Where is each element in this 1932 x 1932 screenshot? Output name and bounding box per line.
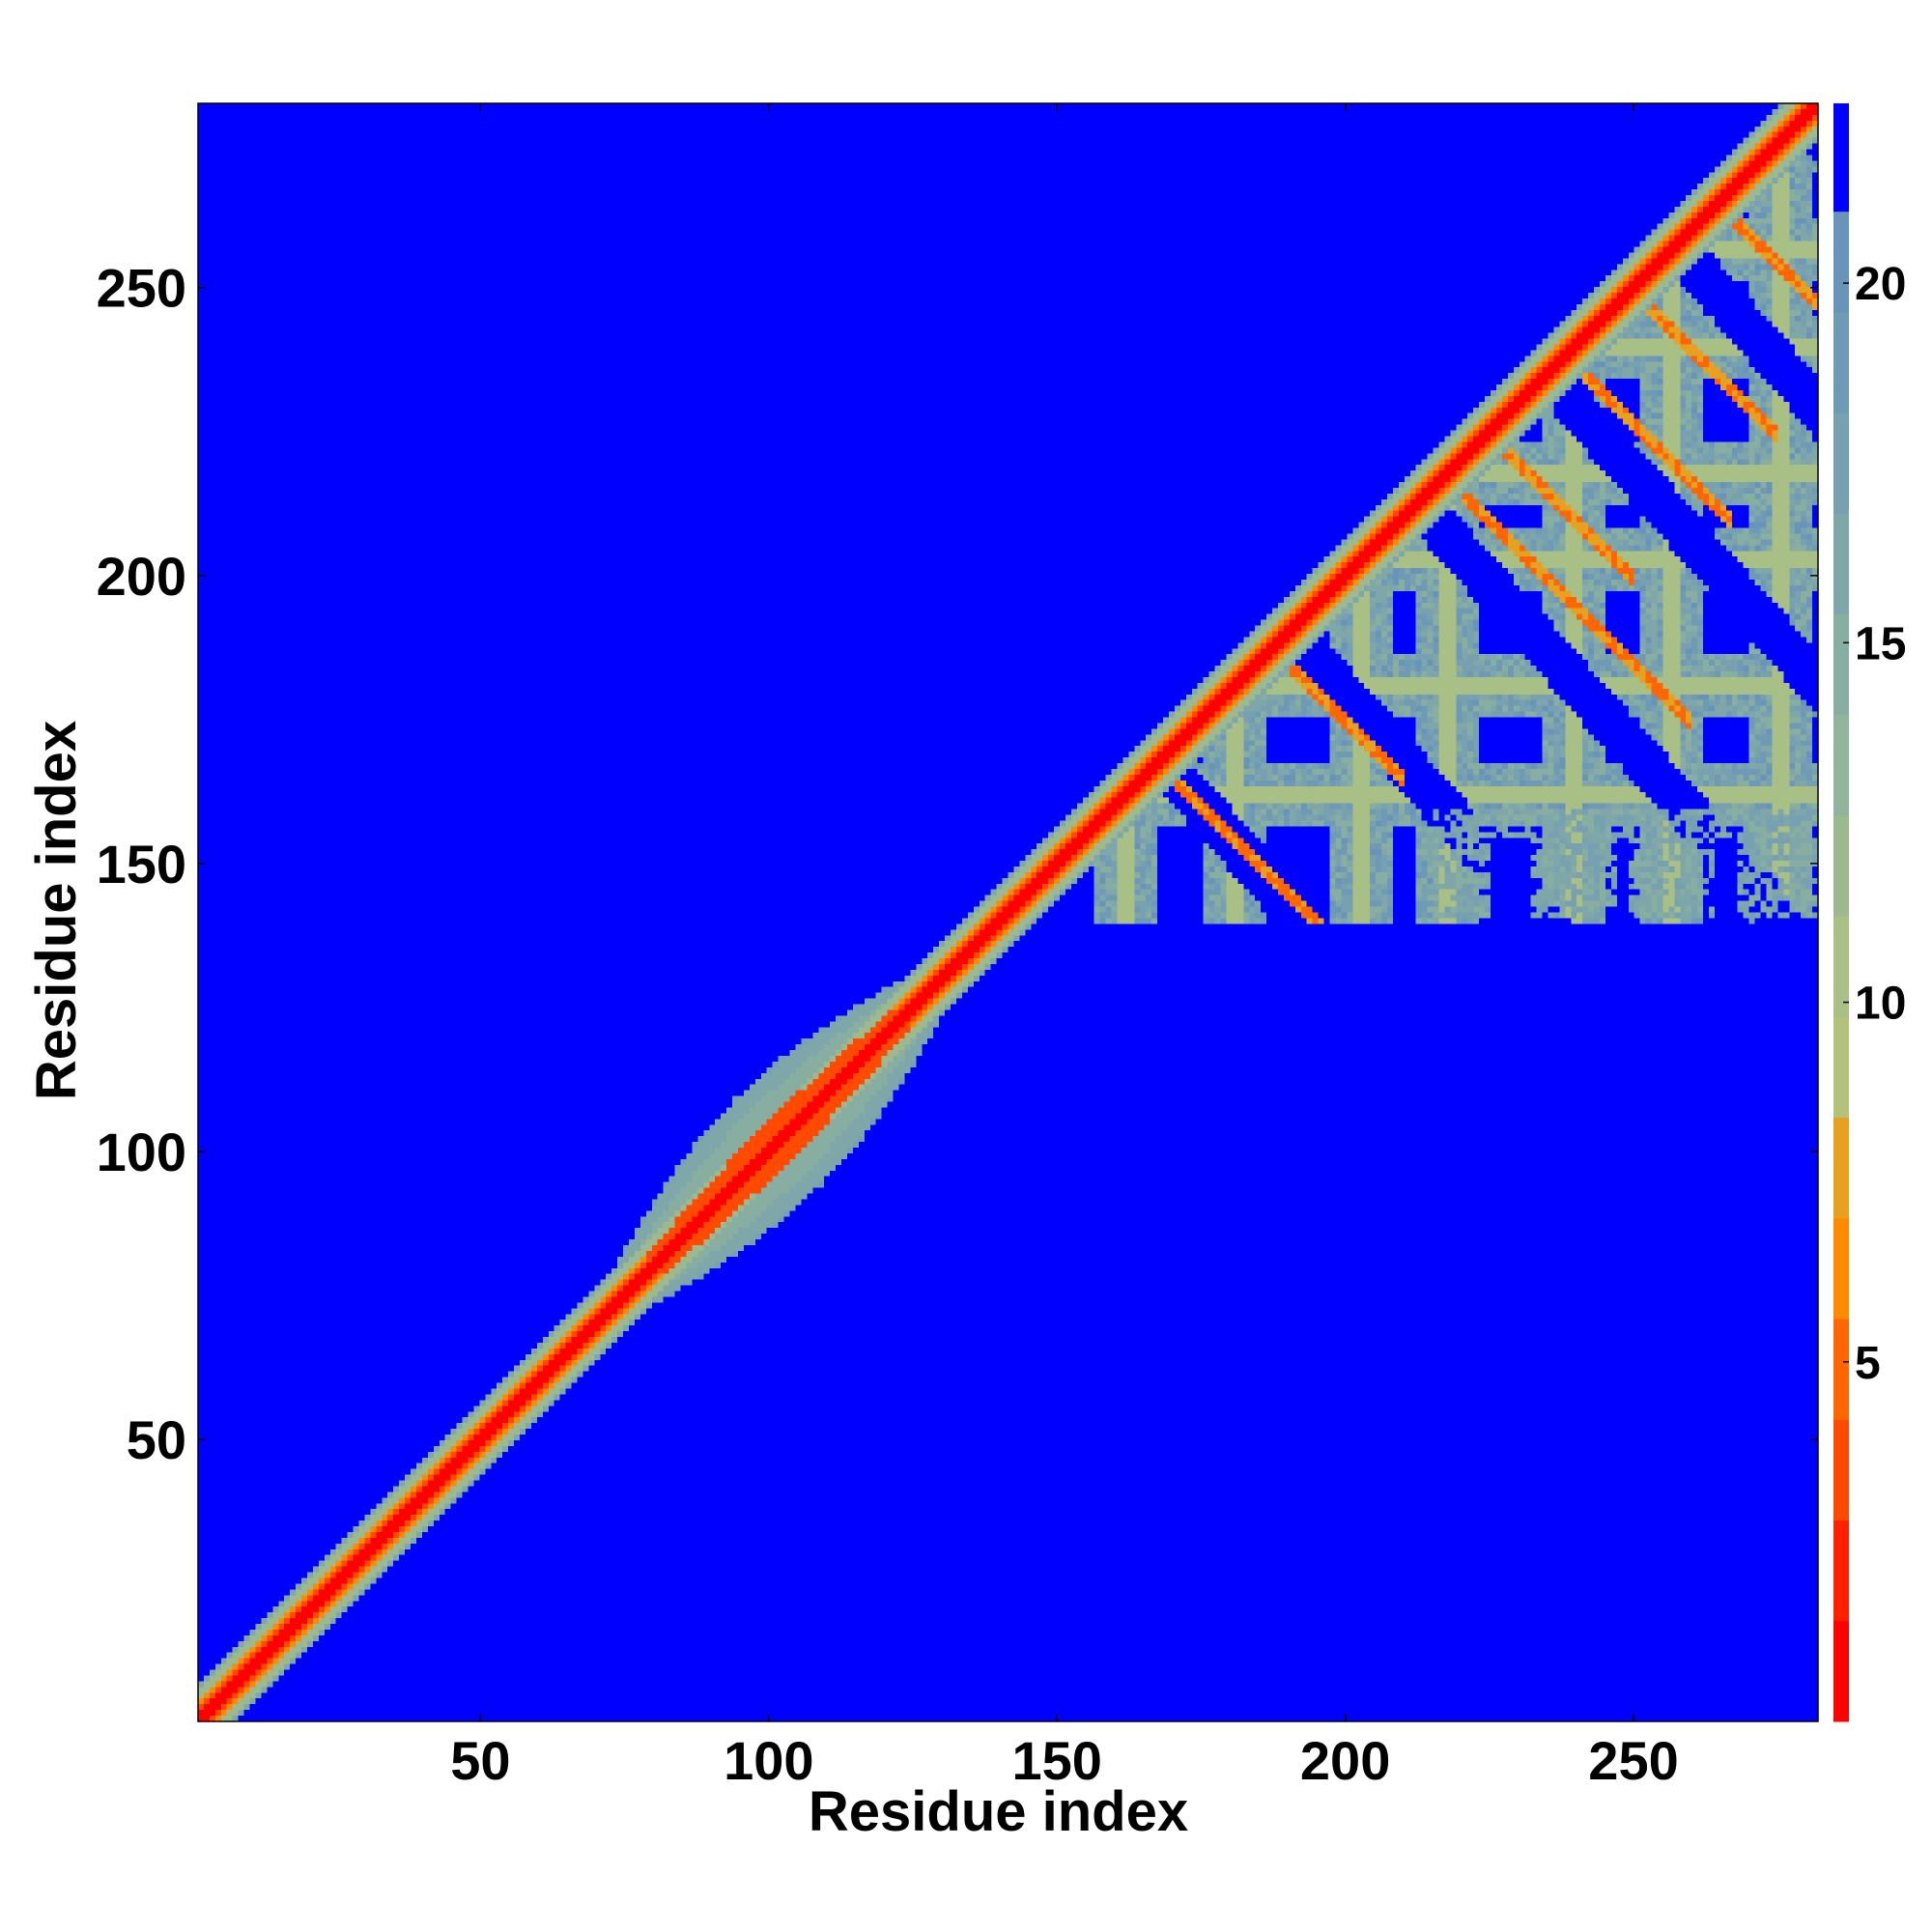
x-tick-label: 100 — [724, 1730, 813, 1791]
x-tick-label: 250 — [1588, 1730, 1678, 1791]
x-axis-label: Residue index — [809, 1780, 1188, 1843]
colorbar-segment — [1833, 412, 1849, 514]
heatmap-plot-area — [198, 103, 1818, 1721]
colorbar-segment — [1833, 311, 1849, 413]
colorbar-segment — [1833, 1620, 1849, 1722]
colorbar-segment — [1833, 1419, 1849, 1521]
colorbar-segment — [1833, 513, 1849, 615]
x-tick-label: 150 — [1012, 1730, 1102, 1791]
colorbar-segment — [1833, 1217, 1849, 1320]
colorbar-segment — [1833, 815, 1849, 917]
colorbar-segment — [1833, 613, 1849, 716]
colorbar-segment — [1833, 1520, 1849, 1622]
colorbar-segment — [1833, 103, 1849, 213]
colorbar-tick-label: 5 — [1855, 1338, 1881, 1389]
y-tick-label: 50 — [127, 1409, 186, 1470]
colorbar-segment — [1833, 1319, 1849, 1420]
plot-frame — [197, 102, 1819, 1722]
colorbar-tick-label: 20 — [1855, 259, 1906, 310]
colorbar-segment — [1833, 714, 1849, 816]
colorbar-segment — [1833, 1016, 1849, 1119]
heatmap-cells — [198, 103, 1818, 1721]
colorbar-segment — [1833, 916, 1849, 1017]
y-axis-label: Residue index — [25, 721, 88, 1100]
colorbar-tick-label: 10 — [1855, 979, 1906, 1030]
colorbar: 5 10 15 20 — [1833, 103, 1906, 1722]
x-tick-label: 200 — [1300, 1730, 1390, 1791]
colorbar-segment — [1833, 211, 1849, 313]
x-tick-label: 50 — [450, 1730, 510, 1791]
y-tick-label: 100 — [97, 1122, 186, 1182]
axis-ticks: 50 100 150 200 250 50 100 150 200 250 — [97, 103, 1818, 1791]
colorbar-tick-label: 15 — [1855, 618, 1906, 669]
colorbar-segment — [1833, 1117, 1849, 1219]
y-tick-label: 150 — [97, 834, 186, 895]
y-tick-label: 200 — [97, 546, 186, 607]
y-tick-label: 250 — [97, 258, 186, 319]
